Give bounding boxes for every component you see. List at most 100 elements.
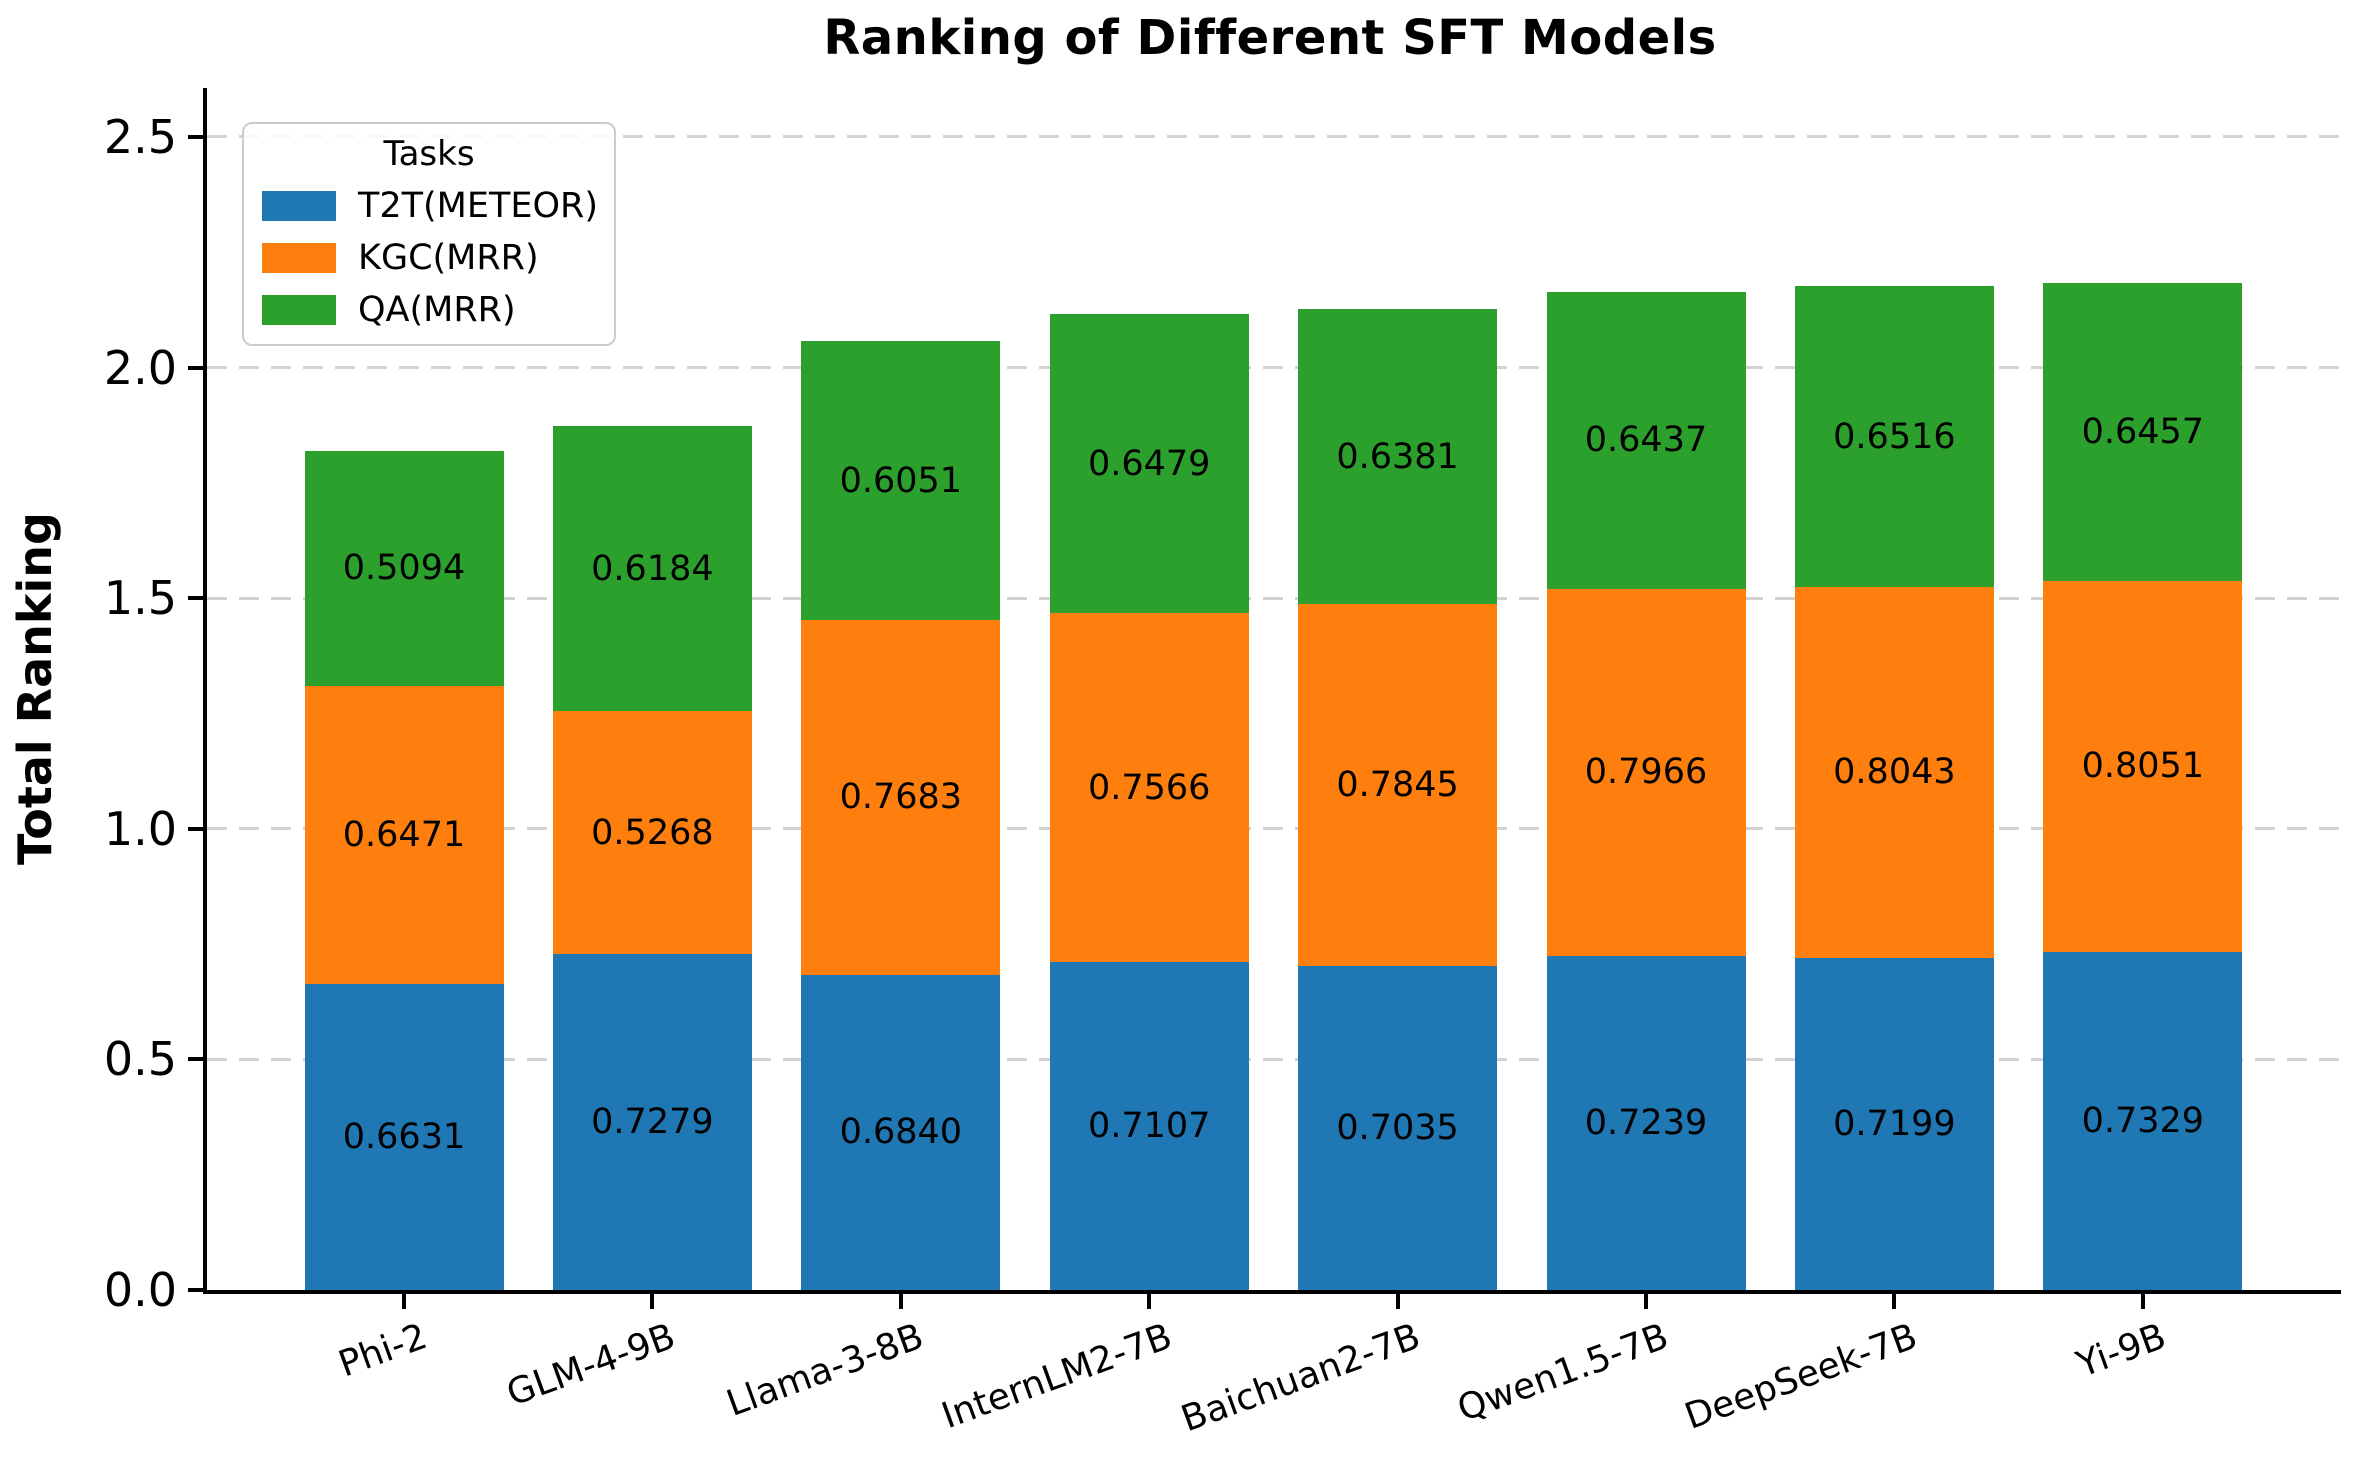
- x-tick-mark: [2140, 1294, 2145, 1309]
- stacked-bar: 0.7035 0.7845 0.6381: [1298, 88, 1498, 1290]
- legend-entry-label: KGC(MRR): [358, 238, 539, 278]
- stacked-bar: 0.7199 0.8043 0.6516: [1794, 88, 1994, 1290]
- legend-entry-label: QA(MRR): [358, 290, 516, 330]
- bar-value-label: 0.6437: [1584, 420, 1708, 461]
- y-tick-mark: [188, 826, 203, 831]
- bar-value-label: 0.8051: [2081, 746, 2205, 787]
- bar-value-label: 0.7239: [1584, 1103, 1708, 1144]
- legend-entry-label: T2T(METEOR): [358, 186, 599, 226]
- bar-segment: 0.5094: [304, 450, 504, 686]
- x-tick-label: GLM-4-9B: [501, 1316, 681, 1415]
- y-tick-label: 0.0: [103, 1263, 177, 1317]
- stacked-bar: 0.7279 0.5268 0.6184: [552, 88, 752, 1290]
- bar-segment: 0.6051: [801, 341, 1001, 621]
- gridline: [207, 827, 2341, 831]
- bar-segment: 0.7199: [1794, 957, 1994, 1290]
- bar-value-label: 0.6184: [591, 548, 714, 589]
- bar-segment: 0.8043: [1794, 586, 1994, 958]
- chart-title: Ranking of Different SFT Models: [823, 10, 1717, 66]
- legend-swatch: [262, 295, 336, 325]
- x-tick-label: Qwen1.5-7B: [1452, 1316, 1675, 1430]
- y-tick-mark: [188, 134, 203, 139]
- y-tick-label: 1.5: [103, 571, 177, 626]
- bar-segment: 0.6437: [1546, 291, 1746, 589]
- legend-entry: QA(MRR): [262, 290, 596, 330]
- x-tick-mark: [898, 1294, 903, 1309]
- bar-value-label: 0.6051: [839, 460, 963, 501]
- y-tick-label: 2.5: [103, 109, 177, 164]
- bar-segment: 0.7279: [552, 954, 752, 1290]
- bar-segment: 0.6381: [1298, 309, 1498, 604]
- plot-area: Tasks T2T(METEOR) KGC(MRR) QA(MRR) 0.0 0.5 1…: [104, 88, 2341, 1440]
- bar-segment: 0.7107: [1049, 962, 1249, 1290]
- gridline: [207, 1057, 2341, 1061]
- y-tick-mark: [188, 1057, 203, 1062]
- x-tick-label: DeepSeek-7B: [1679, 1316, 1923, 1438]
- y-tick-mark: [188, 1288, 203, 1292]
- bar-value-label: 0.7329: [2081, 1100, 2205, 1141]
- bar-segment: 0.5268: [552, 711, 752, 955]
- bar-segment: 0.7239: [1546, 956, 1746, 1290]
- bar-value-label: 0.5094: [342, 548, 466, 589]
- x-tick-label: Llama-3-8B: [721, 1316, 929, 1425]
- stacked-bar: 0.7239 0.7966 0.6437: [1546, 88, 1746, 1290]
- bar-value-label: 0.7566: [1087, 767, 1211, 808]
- bar-value-label: 0.7845: [1336, 764, 1459, 805]
- legend-entry: KGC(MRR): [262, 238, 596, 278]
- gridline: [207, 596, 2341, 600]
- y-tick-mark: [188, 596, 203, 601]
- legend-title: Tasks: [383, 134, 475, 174]
- x-tick-label: InternLM2-7B: [936, 1316, 1178, 1438]
- bar-segment: 0.6457: [2043, 282, 2243, 581]
- bar-value-label: 0.7199: [1833, 1103, 1956, 1144]
- bar-segment: 0.6840: [801, 974, 1001, 1290]
- legend-entries: T2T(METEOR) KGC(MRR) QA(MRR): [262, 186, 599, 330]
- bar-value-label: 0.6381: [1336, 436, 1459, 477]
- y-axis-label: Total Ranking: [8, 512, 62, 866]
- x-tick-mark: [1147, 1294, 1152, 1309]
- stacked-bar: 0.7107 0.7566 0.6479: [1049, 88, 1249, 1290]
- bar-segment: 0.7966: [1546, 588, 1746, 957]
- bar-value-label: 0.6631: [342, 1117, 466, 1158]
- y-tick-label: 2.0: [103, 340, 177, 395]
- x-tick-mark: [1644, 1294, 1648, 1309]
- x-tick-label: Yi-9B: [2071, 1316, 2171, 1386]
- stacked-bar: 0.7329 0.8051 0.6457: [2043, 88, 2243, 1290]
- stacked-bar: 0.6631 0.6471 0.5094: [304, 88, 504, 1290]
- bar-segment: 0.6631: [304, 984, 504, 1290]
- bar-value-label: 0.6479: [1087, 443, 1211, 484]
- bar-segment: 0.6479: [1049, 314, 1249, 614]
- bar-value-label: 0.7966: [1584, 752, 1708, 793]
- bar-value-label: 0.7107: [1087, 1106, 1211, 1147]
- stacked-bar: 0.6840 0.7683 0.6051: [801, 88, 1001, 1290]
- bar-segment: 0.7683: [801, 620, 1001, 975]
- x-tick-mark: [650, 1294, 655, 1309]
- y-tick-label: 0.5: [103, 1032, 177, 1087]
- legend-entry: T2T(METEOR): [262, 186, 599, 226]
- legend-swatch: [262, 191, 336, 221]
- x-tick-mark: [402, 1294, 406, 1309]
- x-tick-mark: [1892, 1294, 1897, 1309]
- bar-segment: 0.7845: [1298, 603, 1498, 966]
- gridline: [207, 366, 2341, 370]
- gridline: [207, 135, 2341, 139]
- bar-value-label: 0.8043: [1833, 752, 1956, 793]
- legend-swatch: [262, 243, 336, 273]
- y-tick-mark: [188, 365, 203, 370]
- bar-segment: 0.7566: [1049, 613, 1249, 963]
- bar-value-label: 0.7683: [839, 777, 963, 818]
- x-tick-label: Phi-2: [333, 1316, 433, 1386]
- legend: Tasks T2T(METEOR) KGC(MRR) QA(MRR): [242, 122, 616, 346]
- bar-value-label: 0.6471: [342, 814, 466, 855]
- bar-segment: 0.7035: [1298, 965, 1498, 1290]
- y-tick-label: 1.0: [103, 801, 177, 856]
- bar-segment: 0.6471: [304, 685, 504, 985]
- bar-segment: 0.8051: [2043, 580, 2243, 952]
- bar-value-label: 0.5268: [591, 812, 714, 853]
- x-tick-mark: [1395, 1294, 1400, 1309]
- bar-value-label: 0.7279: [591, 1102, 714, 1143]
- x-tick-label: Baichuan2-7B: [1176, 1316, 1426, 1441]
- bar-segment: 0.7329: [2043, 951, 2243, 1290]
- bar-segment: 0.6516: [1794, 286, 1994, 587]
